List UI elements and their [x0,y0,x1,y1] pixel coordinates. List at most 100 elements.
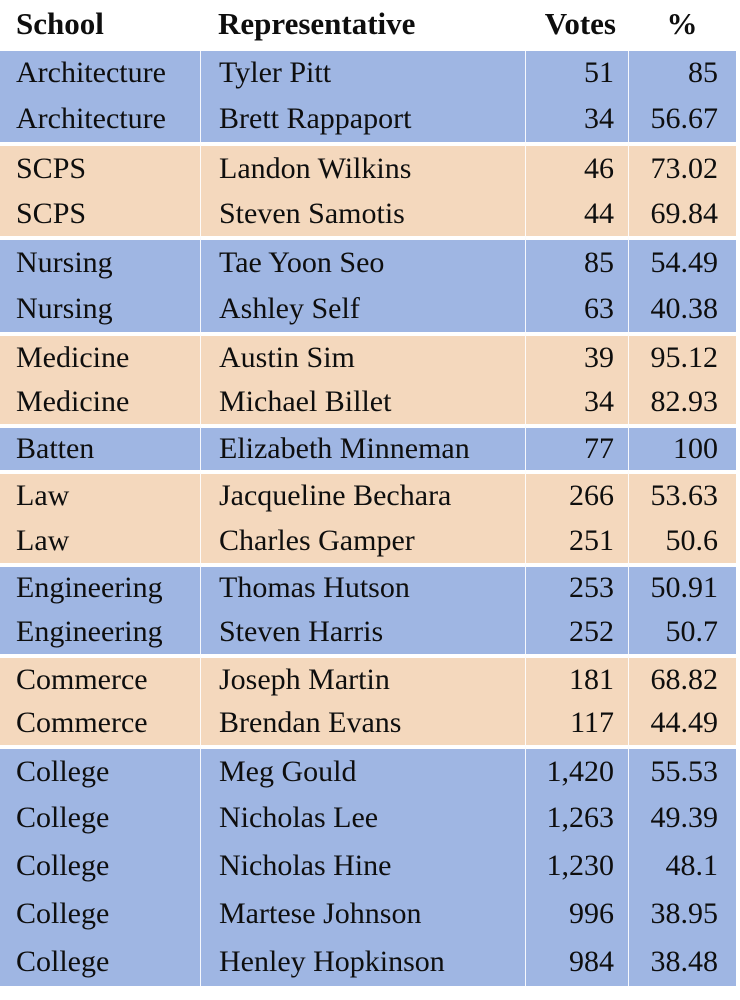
school-cell: Commerce [0,654,200,701]
representative-cell: Charles Gamper [200,518,525,563]
table-row: SCPS Steven Samotis 44 69.84 [0,191,736,236]
percent-cell: 55.53 [628,745,736,794]
table-body: Architecture Tyler Pitt 51 85 Architecture Br… [0,51,736,986]
percent-cell: 73.02 [628,142,736,191]
table-row: College Henley Hopkinson 984 38.48 [0,938,736,986]
representative-cell: Martese Johnson [200,890,525,938]
votes-cell: 253 [525,563,628,609]
representative-cell: Thomas Hutson [200,563,525,609]
representative-cell: Jacqueline Bechara [200,470,525,518]
school-cell: College [0,745,200,794]
table-row: Architecture Tyler Pitt 51 85 [0,51,736,95]
percent-cell: 53.63 [628,470,736,518]
percent-cell: 48.1 [628,842,736,890]
percent-cell: 44.49 [628,701,736,745]
school-cell: Engineering [0,563,200,609]
representative-cell: Meg Gould [200,745,525,794]
representative-cell: Landon Wilkins [200,142,525,191]
table-row: Batten Elizabeth Minneman 77 100 [0,424,736,470]
votes-cell: 1,263 [525,794,628,842]
votes-cell: 252 [525,609,628,654]
school-cell: SCPS [0,191,200,236]
table-row: Architecture Brett Rappaport 34 56.67 [0,95,736,142]
table-row: College Martese Johnson 996 38.95 [0,890,736,938]
school-cell: Law [0,518,200,563]
header-row: School Representative Votes % [0,0,736,51]
votes-cell: 266 [525,470,628,518]
percent-cell: 95.12 [628,332,736,379]
table-row: Nursing Tae Yoon Seo 85 54.49 [0,236,736,286]
votes-cell: 34 [525,95,628,142]
votes-cell: 181 [525,654,628,701]
table-row: Commerce Brendan Evans 117 44.49 [0,701,736,745]
representative-cell: Henley Hopkinson [200,938,525,986]
header-representative: Representative [200,0,525,51]
percent-cell: 50.6 [628,518,736,563]
school-cell: Nursing [0,236,200,286]
percent-cell: 82.93 [628,379,736,424]
votes-cell: 85 [525,236,628,286]
school-cell: Commerce [0,701,200,745]
school-cell: College [0,938,200,986]
percent-cell: 56.67 [628,95,736,142]
votes-cell: 117 [525,701,628,745]
votes-cell: 44 [525,191,628,236]
percent-cell: 50.91 [628,563,736,609]
table-row: College Meg Gould 1,420 55.53 [0,745,736,794]
representative-cell: Michael Billet [200,379,525,424]
table-header: School Representative Votes % [0,0,736,51]
table-row: Law Charles Gamper 251 50.6 [0,518,736,563]
school-cell: Law [0,470,200,518]
header-votes: Votes [525,0,628,51]
representative-cell: Steven Samotis [200,191,525,236]
percent-cell: 38.48 [628,938,736,986]
representative-cell: Elizabeth Minneman [200,424,525,470]
percent-cell: 100 [628,424,736,470]
votes-cell: 63 [525,286,628,332]
representative-cell: Brett Rappaport [200,95,525,142]
votes-cell: 46 [525,142,628,191]
percent-cell: 50.7 [628,609,736,654]
table-row: Law Jacqueline Bechara 266 53.63 [0,470,736,518]
table-row: Medicine Austin Sim 39 95.12 [0,332,736,379]
percent-cell: 85 [628,51,736,95]
table-row: Engineering Steven Harris 252 50.7 [0,609,736,654]
school-cell: Architecture [0,95,200,142]
votes-cell: 34 [525,379,628,424]
representative-cell: Joseph Martin [200,654,525,701]
representative-cell: Brendan Evans [200,701,525,745]
table-row: Commerce Joseph Martin 181 68.82 [0,654,736,701]
percent-cell: 69.84 [628,191,736,236]
votes-cell: 996 [525,890,628,938]
votes-cell: 77 [525,424,628,470]
percent-cell: 68.82 [628,654,736,701]
representative-cell: Nicholas Hine [200,842,525,890]
votes-cell: 251 [525,518,628,563]
table-row: Nursing Ashley Self 63 40.38 [0,286,736,332]
representative-cell: Ashley Self [200,286,525,332]
header-percent: % [628,0,736,51]
school-cell: College [0,794,200,842]
votes-cell: 984 [525,938,628,986]
table-row: College Nicholas Hine 1,230 48.1 [0,842,736,890]
percent-cell: 49.39 [628,794,736,842]
school-cell: Medicine [0,379,200,424]
school-cell: Nursing [0,286,200,332]
school-cell: Batten [0,424,200,470]
table-row: SCPS Landon Wilkins 46 73.02 [0,142,736,191]
votes-cell: 39 [525,332,628,379]
school-cell: College [0,842,200,890]
school-cell: SCPS [0,142,200,191]
votes-cell: 51 [525,51,628,95]
representative-cell: Tyler Pitt [200,51,525,95]
header-school: School [0,0,200,51]
votes-cell: 1,230 [525,842,628,890]
school-cell: College [0,890,200,938]
representative-cell: Nicholas Lee [200,794,525,842]
representative-cell: Austin Sim [200,332,525,379]
school-cell: Architecture [0,51,200,95]
table-row: Engineering Thomas Hutson 253 50.91 [0,563,736,609]
table-row: College Nicholas Lee 1,263 49.39 [0,794,736,842]
